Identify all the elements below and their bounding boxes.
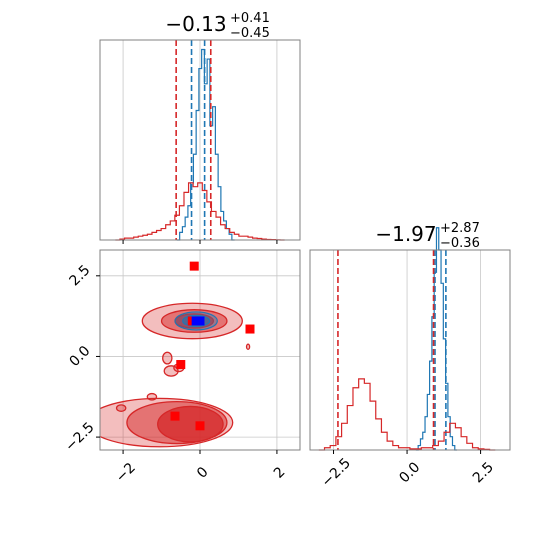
red-point-2 (176, 360, 186, 370)
joint-tick-label-x-0: −2 (113, 460, 139, 486)
marginal-y-title-value: −1.97 (375, 222, 436, 246)
marginal-y-title-upper: +2.87 (440, 221, 480, 236)
marginal-x-histogram-blue (176, 48, 235, 241)
joint-tick-label-x-2: 2 (271, 464, 289, 482)
marginal-y-title-lower: −0.36 (440, 236, 480, 251)
marginal-x-title-upper: +0.41 (230, 11, 270, 26)
red-point-1 (245, 324, 255, 334)
data-layer (100, 40, 496, 451)
joint-tick-label-x-1: 0 (194, 464, 212, 482)
blue-point-1 (195, 316, 205, 326)
joint-tick-label-y-1: 0.0 (66, 343, 93, 370)
grid-layer (100, 40, 481, 450)
joint-contours (100, 261, 255, 448)
red-contour-10 (115, 404, 127, 412)
red-point-3 (170, 411, 180, 421)
marginal-y-tick-label-x-0: −2.5 (319, 455, 354, 490)
red-contour-11 (245, 343, 251, 351)
red-contour-9 (146, 392, 158, 401)
frame-layer (96, 39, 511, 454)
marginal-x-histogram-red (115, 182, 285, 241)
joint-tick-label-y-0: −2.5 (62, 419, 97, 454)
joint-tick-label-y-2: 2.5 (66, 262, 93, 289)
marginal-y-tick-label-x-1: 0.0 (396, 459, 423, 486)
red-contour-6 (162, 351, 173, 365)
marginal-y-histogram-red (318, 378, 496, 451)
marginal-x-title-lower: −0.45 (230, 26, 270, 41)
marginal-y-tick-label-x-2: 2.5 (470, 459, 497, 486)
red-contour-2 (157, 405, 224, 443)
marginal-y-frame (309, 249, 511, 451)
marginal-x-title-value: −0.13 (165, 12, 226, 36)
red-point-4 (195, 421, 205, 431)
marginal-y-histogram-blue (415, 227, 458, 451)
red-point-0 (189, 261, 199, 271)
